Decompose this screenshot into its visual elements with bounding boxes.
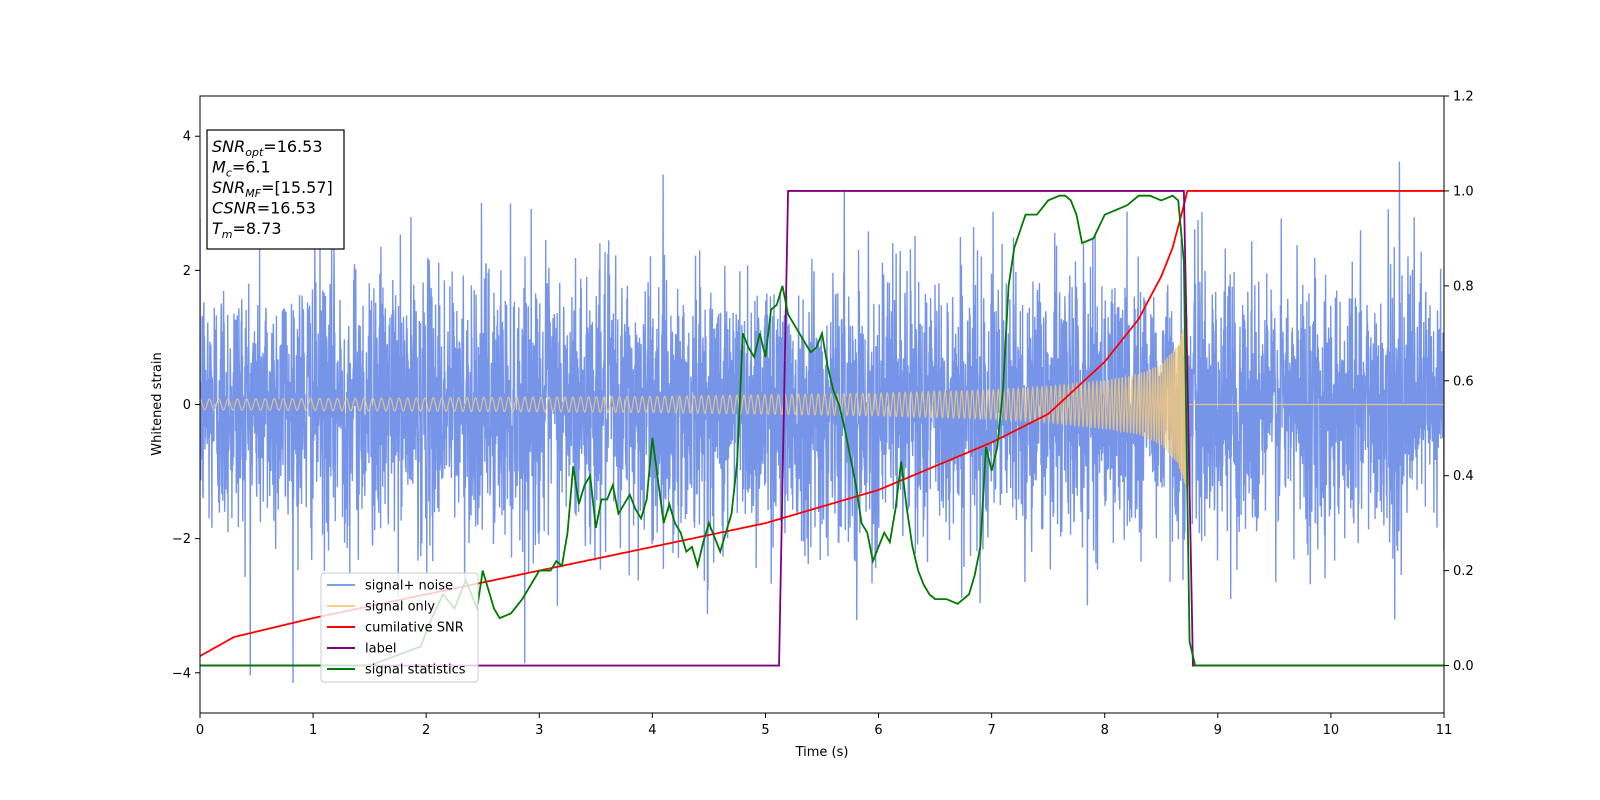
- annotation-subscript: opt: [245, 146, 264, 159]
- legend-label: cumilative SNR: [365, 621, 464, 636]
- annotation-value: =8.73: [233, 219, 282, 238]
- x-tick-label: 3: [535, 723, 543, 738]
- y-right-tick-label: 1.0: [1453, 184, 1474, 199]
- legend-label: signal+ noise: [365, 579, 453, 594]
- annotation-value: =16.53: [257, 199, 316, 218]
- annotation-value: =6.1: [232, 158, 271, 177]
- annotation-line: Tm=8.73: [212, 219, 282, 241]
- legend-frame: [320, 572, 479, 683]
- y-right-tick-label: 1.2: [1453, 90, 1474, 105]
- x-tick-label: 2: [422, 723, 430, 738]
- legend-label: label: [365, 642, 396, 657]
- y-right-tick-label: 0.8: [1453, 279, 1474, 294]
- legend-label: signal statistics: [365, 663, 466, 678]
- x-tick-label: 10: [1323, 723, 1340, 738]
- annotation-line: SNRMF=[15.57]: [212, 178, 333, 200]
- x-axis-label: Time (s): [795, 745, 849, 760]
- annotation-frame: [206, 129, 345, 250]
- y-axis-label: Whitened strain: [150, 352, 165, 455]
- annotation-symbol: CSNR: [212, 199, 257, 218]
- annotation-symbol: M: [212, 158, 226, 177]
- y-right-tick-label: 0.0: [1453, 659, 1474, 674]
- annotation-subscript: MF: [245, 187, 261, 200]
- x-tick-label: 11: [1436, 723, 1453, 738]
- y-right-tick-label: 0.2: [1453, 564, 1474, 579]
- y-tick-label: −4: [172, 666, 191, 681]
- legend: signal+ noise signal only cumilative SNR la…: [320, 572, 479, 683]
- legend-label: signal only: [365, 600, 435, 615]
- x-tick-label: 0: [196, 723, 204, 738]
- x-tick-label: 1: [309, 723, 317, 738]
- x-tick-label: 5: [761, 723, 769, 738]
- y-right-tick-label: 0.6: [1453, 374, 1474, 389]
- annotation-line: Mc=6.1: [212, 158, 271, 180]
- y-tick-label: 2: [183, 264, 191, 279]
- series-signal-only: [200, 315, 1444, 489]
- annotation-subscript: c: [226, 167, 232, 180]
- annotation-subscript: m: [222, 228, 233, 241]
- annotation-symbol: SNR: [212, 137, 245, 156]
- y-right-tick-label: 0.4: [1453, 469, 1474, 484]
- y-tick-label: 0: [183, 398, 191, 413]
- annotation-box: SNRopt=16.53Mc=6.1SNRMF=[15.57]CSNR=16.5…: [206, 129, 345, 250]
- x-tick-label: 7: [987, 723, 995, 738]
- axes-layer: 0 1 2 3 4 5 6 7 8 9 10 11 −4 −2 0 2 4 0.0 0.2 0.4 0.6 0.8 1.0 1…: [172, 90, 1474, 739]
- annotation-symbol: T: [212, 219, 223, 238]
- y-tick-label: 4: [183, 130, 191, 145]
- y-tick-label: −2: [172, 532, 191, 547]
- annotation-line: SNRopt=16.53: [212, 137, 323, 159]
- annotation-line: CSNR=16.53: [212, 199, 316, 218]
- x-tick-label: 6: [874, 723, 882, 738]
- annotation-value: =[15.57]: [261, 178, 333, 197]
- x-tick-label: 8: [1101, 723, 1109, 738]
- series-signal-statistics: [200, 194, 1444, 667]
- x-tick-label: 9: [1214, 723, 1222, 738]
- series-signal-noise: [200, 161, 1444, 683]
- x-tick-label: 4: [648, 723, 656, 738]
- annotation-value: =16.53: [263, 137, 322, 156]
- annotation-symbol: SNR: [212, 178, 245, 197]
